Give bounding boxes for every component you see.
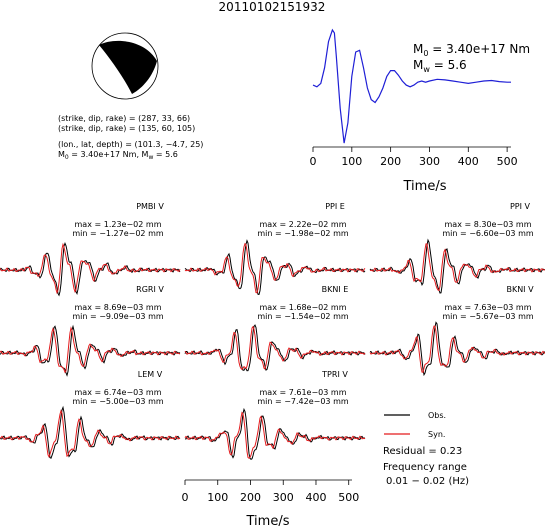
min-amplitude-label: min = −9.09e−03 mm bbox=[72, 312, 164, 321]
min-amplitude-label: min = −5.00e−03 mm bbox=[72, 397, 164, 406]
stf-x-tick-label: 300 bbox=[419, 155, 440, 168]
observed-waveform bbox=[184, 239, 366, 295]
stf-x-tick-label: 100 bbox=[341, 155, 362, 168]
legend: Obs. Syn. Residual = 0.23 Frequency rang… bbox=[383, 411, 469, 487]
stf-x-ticks: 0 100 200 300 400 500 bbox=[310, 147, 518, 168]
synthetic-waveform bbox=[0, 409, 181, 459]
stf-plot: M0 = 3.40e+17 Nm Mw = 5.6 0 100 200 300 400 5… bbox=[310, 28, 530, 194]
traces-x-tick-label: 400 bbox=[305, 491, 326, 504]
max-amplitude-label: max = 7.63e−03 mm bbox=[445, 303, 532, 312]
frequency-range: 0.01 − 0.02 (Hz) bbox=[386, 476, 469, 487]
station-label: PMBI V bbox=[136, 202, 164, 211]
mechanism-plane-1: (strike, dip, rake) = (287, 33, 66) bbox=[58, 114, 190, 123]
observed-waveform bbox=[0, 405, 181, 459]
synthetic-waveform bbox=[0, 242, 181, 295]
max-amplitude-label: max = 6.74e−03 mm bbox=[75, 388, 162, 397]
traces-x-tick-label: 200 bbox=[240, 491, 261, 504]
max-amplitude-label: max = 7.61e−03 mm bbox=[260, 388, 347, 397]
station-label: BKNI E bbox=[322, 285, 349, 294]
mechanism-plane-2: (strike, dip, rake) = (135, 60, 105) bbox=[58, 124, 195, 133]
frequency-title: Frequency range bbox=[383, 462, 467, 473]
traces-x-ticks: 0 100 200 300 400 500 bbox=[182, 480, 359, 504]
stf-magnitude-label: Mw = 5.6 bbox=[413, 58, 467, 74]
mechanism-moment: M0 = 3.40e+17 Nm, Mw = 5.6 bbox=[58, 150, 178, 161]
stf-x-axis-label: Time/s bbox=[403, 179, 447, 194]
traces-x-axis: 0 100 200 300 400 500 Time/s bbox=[182, 479, 359, 529]
synthetic-waveform bbox=[369, 325, 545, 373]
legend-obs-label: Obs. bbox=[428, 411, 446, 420]
stf-x-tick-label: 500 bbox=[497, 155, 518, 168]
mechanism-location: (lon., lat, depth) = (101.3, −4.7, 25) bbox=[58, 140, 203, 149]
max-amplitude-label: max = 2.22e−02 mm bbox=[260, 220, 347, 229]
station-label: TPRI V bbox=[321, 370, 348, 379]
stf-line bbox=[312, 28, 511, 144]
observed-waveform bbox=[184, 407, 366, 461]
traces-x-axis-label: Time/s bbox=[246, 514, 290, 529]
max-amplitude-label: max = 1.68e−02 mm bbox=[260, 303, 347, 312]
station-label: RGRI V bbox=[136, 285, 164, 294]
figure-title: 20110102151932 bbox=[219, 0, 326, 14]
min-amplitude-label: min = −1.98e−02 mm bbox=[257, 229, 349, 238]
stf-x-tick-label: 0 bbox=[310, 155, 317, 168]
min-amplitude-label: min = −1.27e−02 mm bbox=[72, 229, 164, 238]
min-amplitude-label: min = −1.54e−02 mm bbox=[257, 312, 349, 321]
max-amplitude-label: max = 8.69e−03 mm bbox=[75, 303, 162, 312]
traces-x-tick-label: 500 bbox=[338, 491, 359, 504]
stf-moment-label: M0 = 3.40e+17 Nm bbox=[413, 42, 530, 58]
observed-waveform bbox=[369, 321, 545, 377]
residual-label: Residual = 0.23 bbox=[383, 446, 462, 457]
stf-x-tick-label: 400 bbox=[458, 155, 479, 168]
station-label: BKNI V bbox=[506, 285, 534, 294]
min-amplitude-label: min = −7.42e−03 mm bbox=[257, 397, 349, 406]
max-amplitude-label: max = 1.23e−02 mm bbox=[75, 220, 162, 229]
legend-syn-label: Syn. bbox=[428, 430, 445, 439]
traces-x-tick-label: 0 bbox=[182, 491, 189, 504]
synthetic-waveform bbox=[184, 411, 366, 459]
station-label: PPI V bbox=[510, 202, 531, 211]
min-amplitude-label: min = −6.60e−03 mm bbox=[442, 229, 534, 238]
synthetic-waveform bbox=[184, 242, 366, 294]
observed-waveform bbox=[369, 238, 545, 294]
station-label: LEM V bbox=[138, 370, 163, 379]
beach-ball-icon bbox=[91, 32, 159, 100]
max-amplitude-label: max = 8.30e−03 mm bbox=[445, 220, 532, 229]
synthetic-waveform bbox=[184, 325, 366, 371]
traces-x-tick-label: 100 bbox=[207, 491, 228, 504]
synthetic-waveform bbox=[369, 243, 545, 292]
station-label: PPI E bbox=[325, 202, 345, 211]
observed-waveform bbox=[0, 324, 181, 377]
synthetic-waveform bbox=[0, 326, 181, 374]
min-amplitude-label: min = −5.67e−03 mm bbox=[442, 312, 534, 321]
stf-x-tick-label: 200 bbox=[380, 155, 401, 168]
traces-x-tick-label: 300 bbox=[273, 491, 294, 504]
